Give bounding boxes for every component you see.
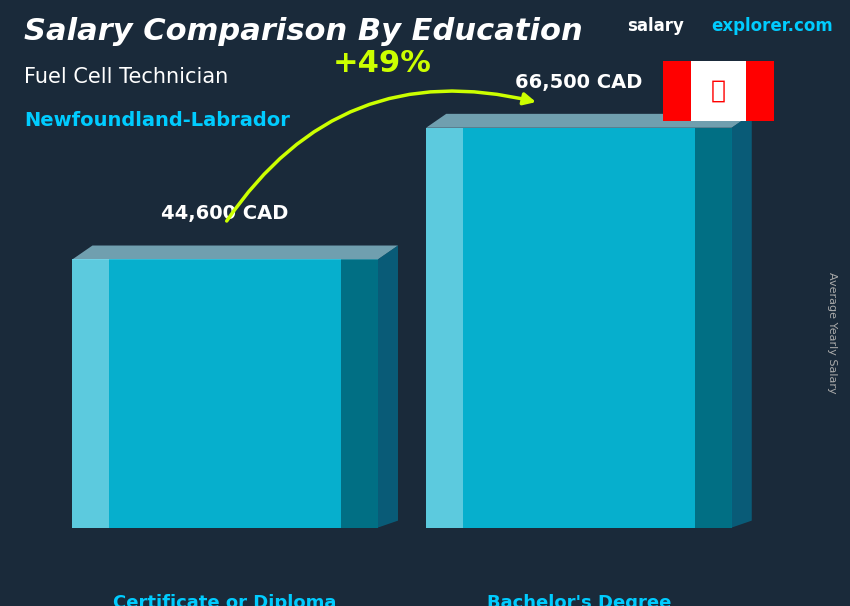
Polygon shape — [378, 245, 398, 528]
Text: 44,600 CAD: 44,600 CAD — [162, 204, 289, 223]
Text: Fuel Cell Technician: Fuel Cell Technician — [24, 67, 229, 87]
Text: Certificate or Diploma: Certificate or Diploma — [113, 594, 337, 606]
Bar — [663, 61, 690, 121]
Text: Average Yearly Salary: Average Yearly Salary — [827, 273, 837, 394]
Bar — [746, 61, 774, 121]
Text: 🍁: 🍁 — [711, 79, 726, 103]
FancyBboxPatch shape — [426, 128, 732, 528]
FancyBboxPatch shape — [72, 259, 378, 528]
FancyBboxPatch shape — [72, 259, 109, 528]
Text: explorer.com: explorer.com — [711, 16, 833, 35]
FancyBboxPatch shape — [426, 128, 462, 528]
FancyArrowPatch shape — [227, 91, 532, 221]
Text: Newfoundland-Labrador: Newfoundland-Labrador — [24, 111, 290, 130]
Polygon shape — [732, 114, 751, 528]
Text: Bachelor's Degree: Bachelor's Degree — [487, 594, 671, 606]
FancyBboxPatch shape — [695, 128, 732, 528]
Text: 66,500 CAD: 66,500 CAD — [515, 73, 643, 92]
Polygon shape — [426, 114, 751, 128]
FancyBboxPatch shape — [341, 259, 378, 528]
Text: Salary Comparison By Education: Salary Comparison By Education — [24, 16, 583, 45]
Bar — [690, 61, 746, 121]
Text: salary: salary — [627, 16, 684, 35]
Polygon shape — [72, 245, 398, 259]
Text: +49%: +49% — [332, 49, 431, 78]
